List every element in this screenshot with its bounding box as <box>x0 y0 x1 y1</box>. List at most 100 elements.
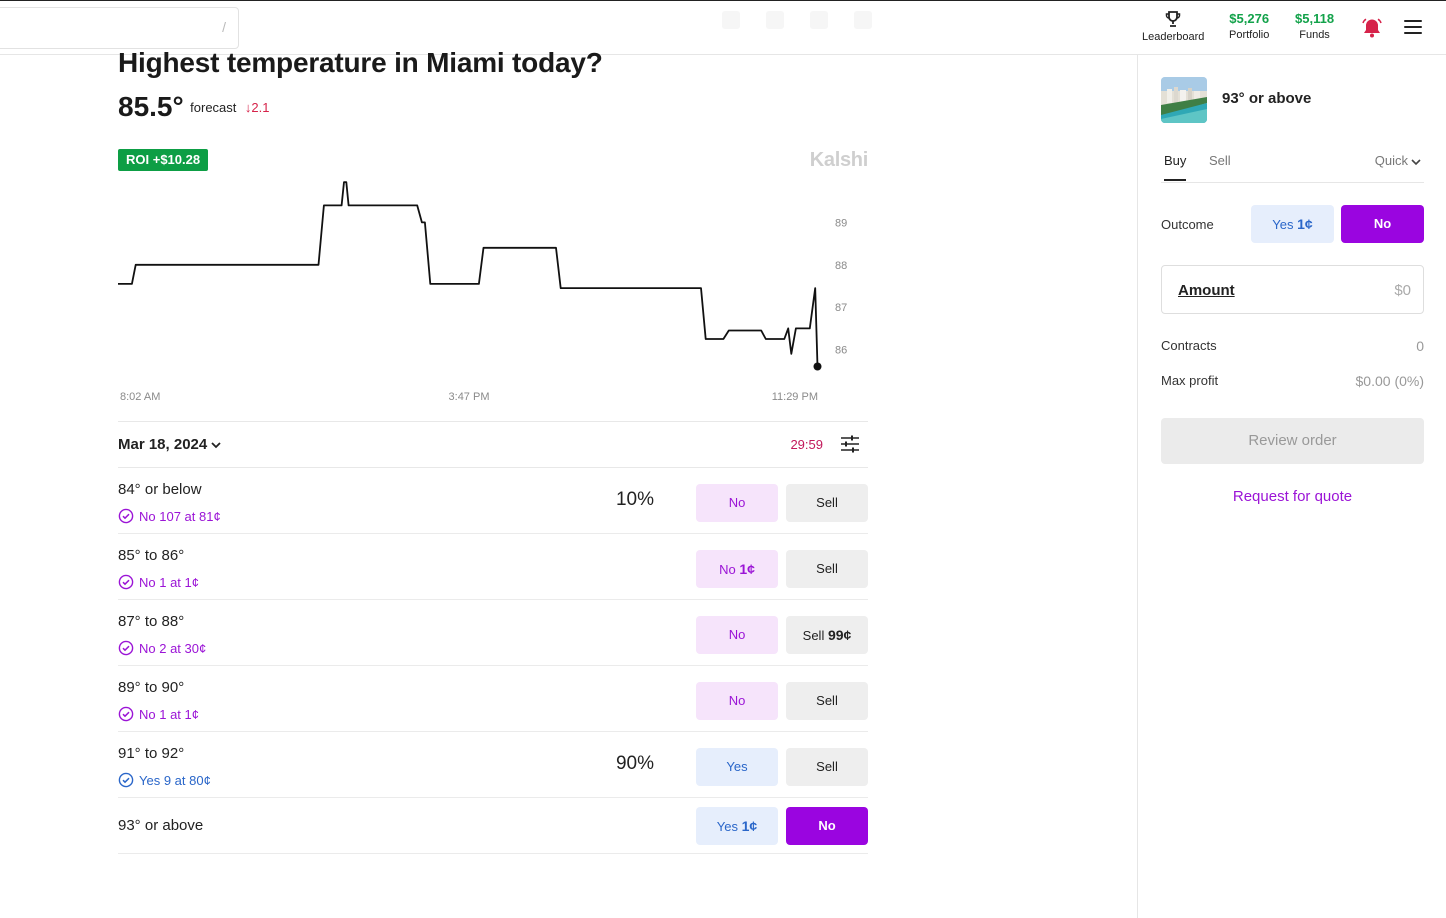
buy-no-button[interactable]: No <box>696 616 778 654</box>
market-thumbnail-image <box>1161 77 1207 123</box>
outcome-row[interactable]: 91° to 92° Yes 9 at 80¢ 90% Yes Sell <box>118 732 868 798</box>
max-profit-value: $0.00 (0%) <box>1355 373 1424 389</box>
sell-button[interactable]: Sell <box>786 484 868 522</box>
sell-button[interactable]: Sell <box>786 682 868 720</box>
outcome-label: 84° or below <box>118 481 202 498</box>
price-label: 1¢ <box>739 561 755 577</box>
bell-icon[interactable] <box>1361 17 1383 39</box>
buy-sell-tabs: Buy Sell Quick <box>1161 151 1424 183</box>
order-panel: 93° or above Buy Sell Quick Outcome Yes … <box>1137 55 1446 918</box>
countdown-timer: 29:59 <box>790 437 823 452</box>
toolbar-icons <box>722 11 872 29</box>
toolbar-icon[interactable] <box>722 11 740 29</box>
check-circle-icon <box>118 772 134 788</box>
portfolio-value: $5,276 <box>1229 11 1270 26</box>
buy-yes-button[interactable]: Yes <box>696 748 778 786</box>
leaderboard-link[interactable]: Leaderboard <box>1142 9 1204 43</box>
sell-button[interactable]: Sell <box>786 550 868 588</box>
x-tick-label: 8:02 AM <box>120 391 160 403</box>
funds-value: $5,118 <box>1295 11 1335 26</box>
contracts-row: Contracts 0 <box>1161 338 1424 354</box>
date-selector[interactable]: Mar 18, 2024 <box>118 436 222 453</box>
buy-no-button[interactable]: No <box>786 807 868 845</box>
outcome-row[interactable]: 87° to 88° No 2 at 30¢ No Sell 99¢ <box>118 600 868 666</box>
leaderboard-label: Leaderboard <box>1142 31 1205 43</box>
outcome-chance: 90% <box>615 753 654 774</box>
position-text: No 1 at 1¢ <box>139 574 199 590</box>
buy-no-button[interactable]: No <box>696 484 778 522</box>
funds-label: Funds <box>1299 29 1330 41</box>
outcome-row[interactable]: 85° to 86° No 1 at 1¢ No 1¢ Sell <box>118 534 868 600</box>
position-info: No 1 at 1¢ <box>118 706 199 722</box>
tab-buy[interactable]: Buy <box>1164 153 1187 181</box>
roi-badge: ROI +$10.28 <box>118 149 209 171</box>
request-for-quote-link[interactable]: Request for quote <box>1232 488 1353 505</box>
x-tick-label: 3:47 PM <box>449 391 490 403</box>
forecast-delta: ↓2.1 <box>244 99 270 115</box>
y-tick-label: 86 <box>835 345 847 357</box>
outcome-row-selected[interactable]: 93° or above Yes 1¢ No <box>118 798 868 854</box>
outcome-label: 85° to 86° <box>118 547 185 564</box>
outcome-label: 91° to 92° <box>118 745 185 762</box>
panel-title: 93° or above <box>1222 90 1312 107</box>
search-input[interactable]: / <box>0 7 239 49</box>
check-circle-icon <box>118 640 134 656</box>
buy-no-button[interactable]: No 1¢ <box>696 550 778 588</box>
amount-label: Amount <box>1178 282 1235 299</box>
order-type-select[interactable]: Quick <box>1375 153 1422 168</box>
forecast: 85.5° forecast ↓2.1 <box>118 91 269 123</box>
position-text: No 1 at 1¢ <box>139 706 199 722</box>
outcome-list: 84° or below No 107 at 81¢ 10% No Sell 8… <box>118 468 868 854</box>
toolbar-icon[interactable] <box>854 11 872 29</box>
filter-sliders-icon[interactable] <box>840 435 860 453</box>
toolbar-icon[interactable] <box>766 11 784 29</box>
amount-field[interactable]: Amount $0 <box>1161 265 1424 314</box>
top-bar: / Leaderboard $5,276 Portfolio $5,118 Fu… <box>0 0 1446 55</box>
forecast-value: 85.5° <box>118 91 184 122</box>
max-profit-label: Max profit <box>1161 373 1219 388</box>
portfolio-link[interactable]: $5,276 Portfolio <box>1229 9 1269 41</box>
contracts-value: 0 <box>1416 338 1424 354</box>
sell-button[interactable]: Sell 99¢ <box>786 616 868 654</box>
check-circle-icon <box>118 706 134 722</box>
position-info: No 2 at 30¢ <box>118 640 206 656</box>
chevron-down-icon <box>1411 158 1421 165</box>
outcome-chance: 10% <box>615 489 654 510</box>
chevron-down-icon <box>211 442 221 449</box>
trophy-icon <box>1165 11 1181 27</box>
price-label: 1¢ <box>741 818 758 834</box>
y-tick-label: 87 <box>835 302 847 314</box>
position-text: No 107 at 81¢ <box>139 508 221 524</box>
toolbar-icon[interactable] <box>810 11 828 29</box>
price-label: 99¢ <box>827 627 852 643</box>
buy-no-button[interactable]: No <box>696 682 778 720</box>
date-filter-row: Mar 18, 2024 29:59 <box>118 421 868 468</box>
position-text: No 2 at 30¢ <box>139 640 207 656</box>
buy-yes-button[interactable]: Yes 1¢ <box>696 807 778 845</box>
outcome-yes-button[interactable]: Yes 1¢ <box>1251 205 1334 243</box>
search-shortcut-hint: / <box>222 19 226 35</box>
price-chart: 89 88 87 86 8:02 AM 3:47 PM 11:29 PM <box>118 181 847 403</box>
portfolio-label: Portfolio <box>1229 29 1270 41</box>
check-circle-icon <box>118 574 134 590</box>
x-tick-label: 11:29 PM <box>772 391 818 403</box>
tab-sell[interactable]: Sell <box>1209 153 1231 168</box>
hamburger-menu-icon[interactable] <box>1404 20 1422 38</box>
outcome-label: 87° to 88° <box>118 613 185 630</box>
sell-button[interactable]: Sell <box>786 748 868 786</box>
review-order-button[interactable]: Review order <box>1161 418 1424 464</box>
outcome-label: Outcome <box>1161 217 1214 232</box>
position-text: Yes 9 at 80¢ <box>139 772 211 788</box>
outcome-row[interactable]: 84° or below No 107 at 81¢ 10% No Sell <box>118 468 868 534</box>
outcome-row[interactable]: 89° to 90° No 1 at 1¢ No Sell <box>118 666 868 732</box>
contracts-label: Contracts <box>1161 338 1217 353</box>
date-label: Mar 18, 2024 <box>118 436 208 453</box>
funds-link[interactable]: $5,118 Funds <box>1295 9 1334 41</box>
brand-watermark: Kalshi <box>809 149 869 171</box>
chart-series-line <box>118 181 819 367</box>
y-tick-label: 88 <box>835 260 847 272</box>
position-info: No 107 at 81¢ <box>118 508 221 524</box>
page-title: Highest temperature in Miami today? <box>118 47 603 78</box>
outcome-no-button[interactable]: No <box>1341 205 1424 243</box>
position-info: Yes 9 at 80¢ <box>118 772 211 788</box>
